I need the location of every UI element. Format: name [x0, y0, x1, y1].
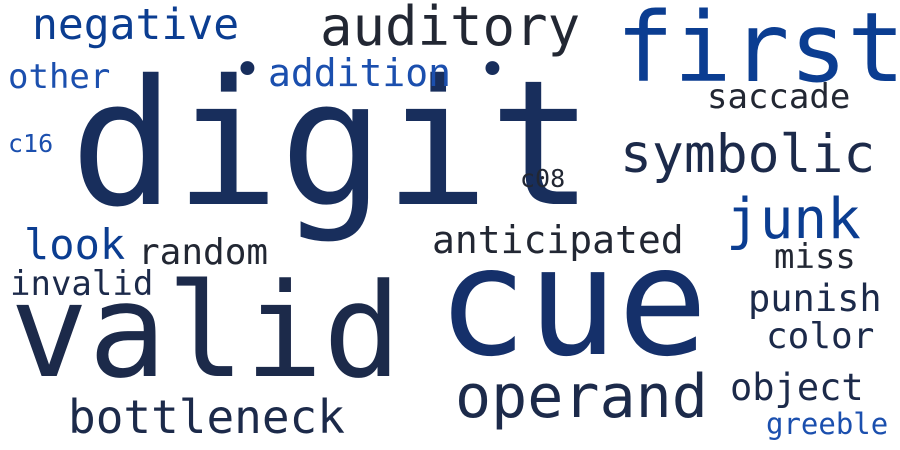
- word-saccade: saccade: [707, 77, 851, 117]
- word-operand: operand: [455, 362, 708, 432]
- word-c08: c08: [520, 164, 566, 193]
- word-addition: addition: [268, 51, 452, 95]
- word-auditory: auditory: [320, 0, 581, 58]
- word-junk: junk: [726, 187, 861, 252]
- decor-dot-left: •: [233, 42, 262, 98]
- word-bottleneck: bottleneck: [68, 390, 345, 444]
- word-color: color: [766, 316, 875, 357]
- word-object: object: [730, 366, 864, 409]
- word-look: look: [24, 220, 126, 269]
- word-random: random: [138, 232, 269, 273]
- word-anticipated: anticipated: [432, 218, 684, 262]
- word-valid: valid: [10, 255, 402, 407]
- word-cue: cue: [437, 216, 708, 390]
- word-negative: negative: [32, 0, 240, 50]
- word-c16: c16: [8, 129, 54, 158]
- word-other: other: [8, 57, 111, 97]
- word-invalid: invalid: [10, 264, 154, 304]
- word-punish: punish: [748, 277, 882, 320]
- word-digit: digit: [70, 43, 594, 246]
- word-greeble: greeble: [766, 407, 889, 441]
- word-miss: miss: [774, 237, 856, 277]
- word-symbolic: symbolic: [620, 124, 876, 185]
- decor-dot-right: •: [478, 42, 507, 98]
- word-first: first: [616, 0, 900, 104]
